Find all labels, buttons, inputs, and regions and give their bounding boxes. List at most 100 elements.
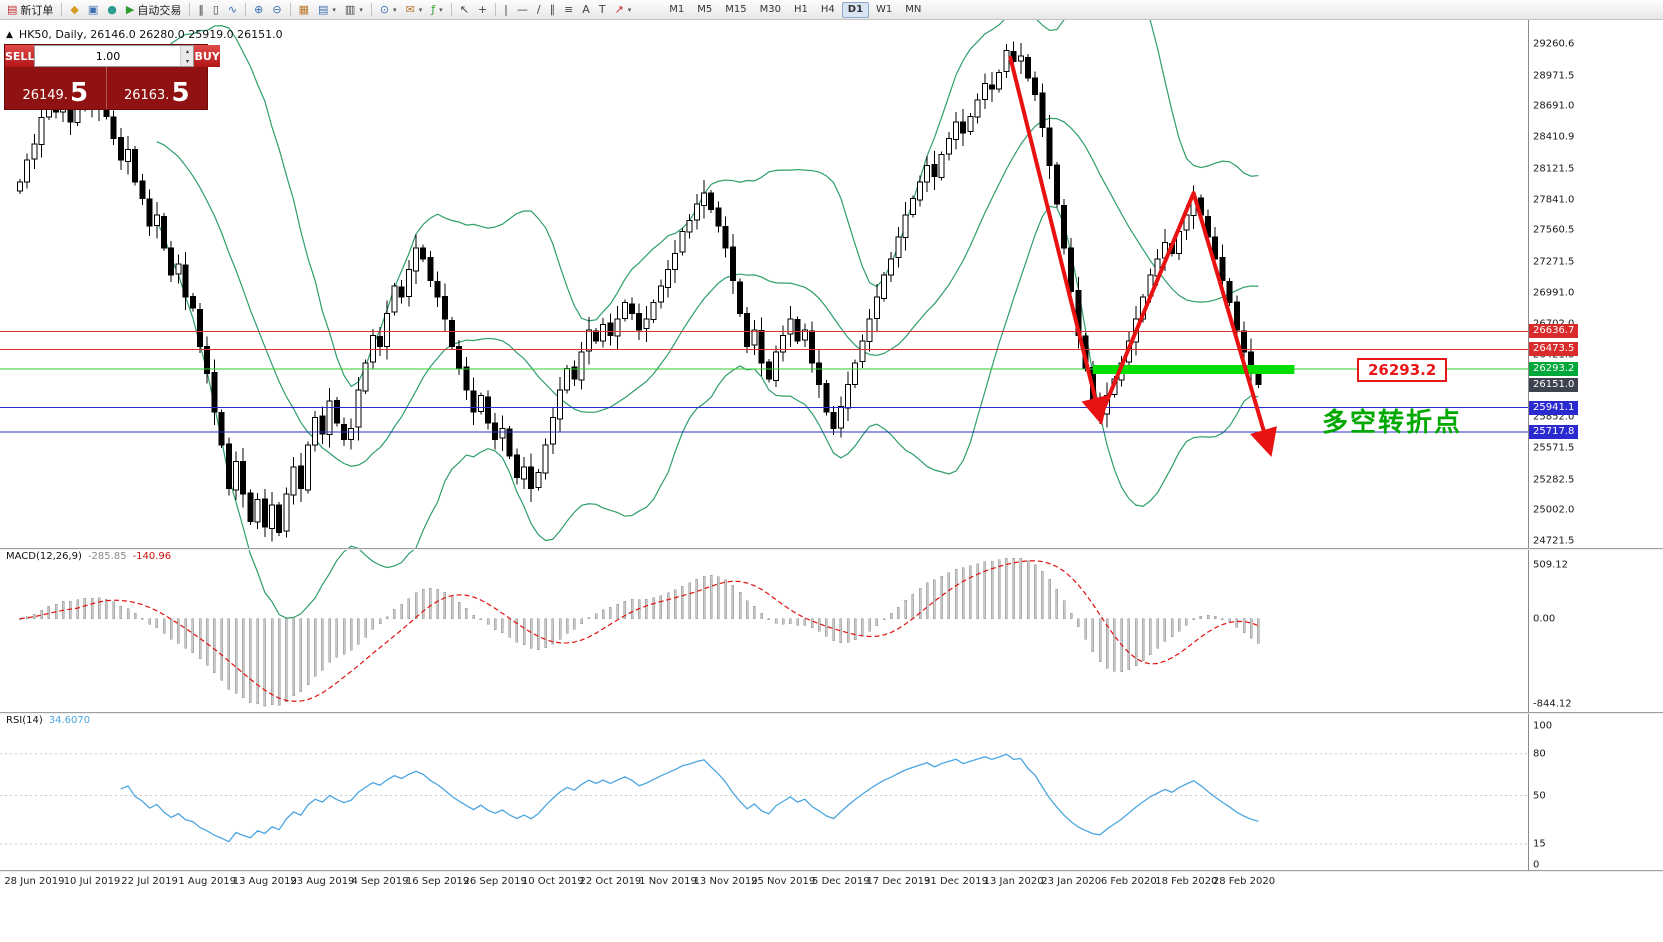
bar-chart-button[interactable]: ‖ xyxy=(194,1,208,19)
candlestick-chart-icon: ▯ xyxy=(212,3,219,16)
text-label-button[interactable]: T xyxy=(595,1,610,19)
horizontal-line-button[interactable]: — xyxy=(513,1,532,19)
chevron-down-icon: ▾ xyxy=(627,5,632,14)
volume-spinner: ▴ ▾ xyxy=(180,46,194,66)
profiles-button[interactable]: ▥ ▾ xyxy=(341,1,367,19)
toolbar-separator xyxy=(61,3,63,16)
time-axis-separator xyxy=(0,870,1663,872)
timeframe-h1-button[interactable]: H1 xyxy=(794,4,808,15)
new-order-button[interactable]: ▤ 新订单 xyxy=(3,1,57,19)
indicators-button[interactable]: ƒ ▾ xyxy=(427,1,446,19)
profiles-icon: ▥ xyxy=(344,3,356,16)
rsi-panel-separator[interactable] xyxy=(0,712,1663,714)
timeframe-m15-button[interactable]: M15 xyxy=(725,4,747,15)
data-window-button[interactable]: ▣ xyxy=(84,1,102,19)
timeframe-m1-button[interactable]: M1 xyxy=(669,4,685,15)
autotrading-icon: ▶ xyxy=(125,3,135,16)
crosshair-icon: + xyxy=(477,3,488,16)
trendline-button[interactable]: / xyxy=(533,1,545,19)
zoom-out-icon: ⊖ xyxy=(272,3,282,16)
zoom-in-icon: ⊕ xyxy=(254,3,264,16)
crosshair-button[interactable]: + xyxy=(474,1,491,19)
timeframe-h4-button[interactable]: H4 xyxy=(820,4,835,15)
fibonacci-icon: ≡ xyxy=(564,3,574,16)
chevron-down-icon: ▾ xyxy=(359,5,363,14)
cursor-icon: ↖ xyxy=(459,3,469,16)
period-clock-icon: ⊙ xyxy=(379,3,390,16)
market-watch-icon: ◆ xyxy=(70,3,79,16)
chevron-down-icon: ▾ xyxy=(332,5,336,14)
templates-button[interactable]: ✉ ▾ xyxy=(402,1,427,19)
macd-signal-value: -140.96 xyxy=(132,551,172,562)
equidistant-channel-button[interactable]: ∥ xyxy=(546,1,560,19)
cursor-button[interactable]: ↖ xyxy=(456,1,473,19)
zoom-out-button[interactable]: ⊖ xyxy=(268,1,285,19)
price-alert-label[interactable]: 26293.2 xyxy=(1357,358,1448,382)
new-chart-button[interactable]: ▤ ▾ xyxy=(314,1,340,19)
price-chart-canvas[interactable] xyxy=(0,20,1663,942)
timeframe-m5-button[interactable]: M5 xyxy=(697,4,713,15)
timeframe-d1-button[interactable]: D1 xyxy=(841,1,870,18)
macd-name: MACD(12,26,9) xyxy=(6,551,82,562)
volume-box: ▴ ▾ xyxy=(34,45,195,67)
navigator-icon: ● xyxy=(107,3,117,16)
one-click-trade-panel: SELL ▴ ▾ BUY 26149.5 26163.5 xyxy=(4,44,220,110)
toolbar: ▤ 新订单 ◆ ▣ ● ▶ 自动交易 ‖ ▯ ∿ ⊕ ⊖ ▦ ▤ ▾ ▥ ▾ xyxy=(0,0,1663,20)
price-scale-border xyxy=(1528,20,1529,870)
sell-button[interactable]: SELL xyxy=(5,45,35,67)
line-chart-button[interactable]: ∿ xyxy=(224,1,241,19)
timeframe-mn-button[interactable]: MN xyxy=(905,4,922,15)
line-chart-icon: ∿ xyxy=(227,3,238,16)
arrows-button[interactable]: ↗ ▾ xyxy=(611,1,636,19)
horizontal-line-icon: — xyxy=(516,3,528,16)
fibonacci-button[interactable]: ≡ xyxy=(560,1,577,19)
chevron-down-icon: ▾ xyxy=(418,5,423,14)
timeframe-m30-button[interactable]: M30 xyxy=(759,4,781,15)
arrows-icon: ↗ xyxy=(614,3,624,16)
indicators-icon: ƒ xyxy=(431,3,436,16)
chart-ohlc-title: HK50, Daily, 26146.0 26280.0 25919.0 261… xyxy=(18,28,283,41)
rsi-name: RSI(14) xyxy=(6,715,43,726)
channel-icon: ∥ xyxy=(549,3,556,16)
text-label-icon: T xyxy=(598,3,606,16)
toolbar-separator xyxy=(370,3,372,16)
macd-indicator-label: MACD(12,26,9) -285.85 -140.96 xyxy=(6,551,171,562)
toolbar-separator xyxy=(289,3,291,16)
zoom-in-button[interactable]: ⊕ xyxy=(250,1,267,19)
trendline-icon: / xyxy=(536,3,541,16)
volume-increase-button[interactable]: ▴ xyxy=(181,46,194,56)
timeframe-w1-button[interactable]: W1 xyxy=(876,4,893,15)
macd-panel-separator[interactable] xyxy=(0,548,1663,550)
market-watch-button[interactable]: ◆ xyxy=(66,1,82,19)
vertical-line-icon: | xyxy=(504,3,508,16)
autotrading-label: 自动交易 xyxy=(137,3,182,17)
chevron-down-icon: ▾ xyxy=(393,5,397,14)
navigator-button[interactable]: ● xyxy=(103,1,121,19)
turning-point-annotation[interactable]: 多空转折点 xyxy=(1322,408,1463,438)
text-button[interactable]: A xyxy=(578,1,594,19)
toolbar-separator xyxy=(189,3,191,16)
text-icon: A xyxy=(582,3,590,16)
templates-icon: ✉ xyxy=(405,3,415,16)
chart-title: ▲ HK50, Daily, 26146.0 26280.0 25919.0 2… xyxy=(6,28,283,41)
rsi-value: 34.6070 xyxy=(48,715,91,726)
tile-windows-button[interactable]: ▦ xyxy=(295,1,313,19)
toolbar-separator xyxy=(245,3,247,16)
one-click-panel-toggle[interactable]: ▲ xyxy=(6,29,13,40)
period-button[interactable]: ⊙ ▾ xyxy=(376,1,401,19)
autotrading-button[interactable]: ▶ 自动交易 xyxy=(122,1,185,19)
toolbar-separator xyxy=(495,3,497,16)
buy-price[interactable]: 26163. 5 xyxy=(105,67,208,109)
vertical-line-button[interactable]: | xyxy=(500,1,512,19)
volume-input[interactable] xyxy=(35,46,181,66)
rsi-indicator-label: RSI(14) 34.6070 xyxy=(6,715,90,726)
candlestick-chart-button[interactable]: ▯ xyxy=(209,1,223,19)
chevron-down-icon: ▾ xyxy=(439,5,443,14)
volume-decrease-button[interactable]: ▾ xyxy=(181,56,194,66)
new-chart-icon: ▤ xyxy=(317,3,329,16)
new-order-icon: ▤ xyxy=(7,3,18,16)
data-window-icon: ▣ xyxy=(87,3,99,16)
tile-windows-icon: ▦ xyxy=(298,3,309,16)
buy-button[interactable]: BUY xyxy=(194,45,220,67)
sell-price[interactable]: 26149. 5 xyxy=(22,77,89,108)
